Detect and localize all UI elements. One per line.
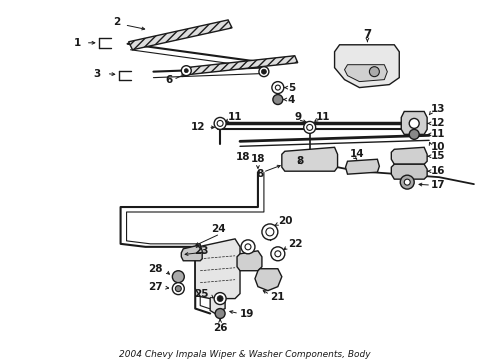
Text: 15: 15 xyxy=(430,151,445,161)
Polygon shape xyxy=(254,269,281,291)
Circle shape xyxy=(172,283,184,294)
Circle shape xyxy=(274,251,280,257)
Circle shape xyxy=(184,69,188,73)
Circle shape xyxy=(404,179,409,185)
Polygon shape xyxy=(390,164,426,179)
Text: 11: 11 xyxy=(430,129,445,139)
Circle shape xyxy=(275,85,280,90)
Text: 21: 21 xyxy=(269,292,284,302)
Polygon shape xyxy=(195,239,240,314)
Text: 28: 28 xyxy=(147,264,162,274)
Text: 5: 5 xyxy=(287,82,294,93)
Circle shape xyxy=(172,271,184,283)
Text: 9: 9 xyxy=(294,112,301,122)
Circle shape xyxy=(306,125,312,130)
Text: 10: 10 xyxy=(430,142,445,152)
Circle shape xyxy=(265,228,273,236)
Polygon shape xyxy=(181,245,202,261)
Text: 11: 11 xyxy=(227,112,242,122)
Text: 2004 Chevy Impala Wiper & Washer Components, Body: 2004 Chevy Impala Wiper & Washer Compone… xyxy=(119,350,369,359)
Text: 18: 18 xyxy=(250,154,264,164)
Polygon shape xyxy=(237,251,262,271)
Text: 23: 23 xyxy=(193,246,208,256)
Text: 13: 13 xyxy=(430,104,445,114)
Text: 2: 2 xyxy=(113,17,120,27)
Polygon shape xyxy=(344,65,386,82)
Circle shape xyxy=(244,244,250,250)
Text: 8: 8 xyxy=(256,169,263,179)
Text: 8: 8 xyxy=(296,156,303,166)
Circle shape xyxy=(261,69,266,74)
Text: 1: 1 xyxy=(73,38,81,48)
Text: 22: 22 xyxy=(287,239,302,249)
Circle shape xyxy=(272,95,282,104)
Circle shape xyxy=(214,293,225,305)
Circle shape xyxy=(303,121,315,133)
Circle shape xyxy=(408,129,418,139)
Text: 17: 17 xyxy=(430,180,445,190)
Text: 6: 6 xyxy=(165,75,172,85)
Circle shape xyxy=(262,224,277,240)
Text: 11: 11 xyxy=(315,112,329,122)
Circle shape xyxy=(368,67,379,77)
Circle shape xyxy=(217,121,223,126)
Polygon shape xyxy=(401,112,426,134)
Text: 24: 24 xyxy=(210,224,225,234)
Polygon shape xyxy=(334,45,398,87)
Polygon shape xyxy=(185,56,297,75)
Text: 4: 4 xyxy=(287,95,295,104)
Circle shape xyxy=(259,67,268,77)
Text: 25: 25 xyxy=(193,289,208,298)
Circle shape xyxy=(241,240,254,254)
Polygon shape xyxy=(281,147,337,171)
Circle shape xyxy=(400,175,413,189)
Polygon shape xyxy=(128,20,232,50)
Circle shape xyxy=(175,285,181,292)
Circle shape xyxy=(214,117,225,129)
Text: 19: 19 xyxy=(240,309,254,319)
Text: 12: 12 xyxy=(430,118,445,129)
Polygon shape xyxy=(390,147,426,164)
Text: 18: 18 xyxy=(235,152,249,162)
Circle shape xyxy=(215,309,224,319)
Text: 26: 26 xyxy=(212,324,227,333)
Text: 20: 20 xyxy=(277,216,292,226)
Circle shape xyxy=(271,82,283,94)
Text: 3: 3 xyxy=(93,69,101,78)
Text: 14: 14 xyxy=(349,149,364,159)
Circle shape xyxy=(217,296,223,302)
Circle shape xyxy=(270,247,284,261)
Polygon shape xyxy=(345,159,379,174)
Circle shape xyxy=(181,66,191,76)
Text: 27: 27 xyxy=(147,282,162,292)
Text: 16: 16 xyxy=(430,166,445,176)
Circle shape xyxy=(408,118,418,129)
Text: 12: 12 xyxy=(190,122,205,132)
Text: 7: 7 xyxy=(363,28,371,41)
